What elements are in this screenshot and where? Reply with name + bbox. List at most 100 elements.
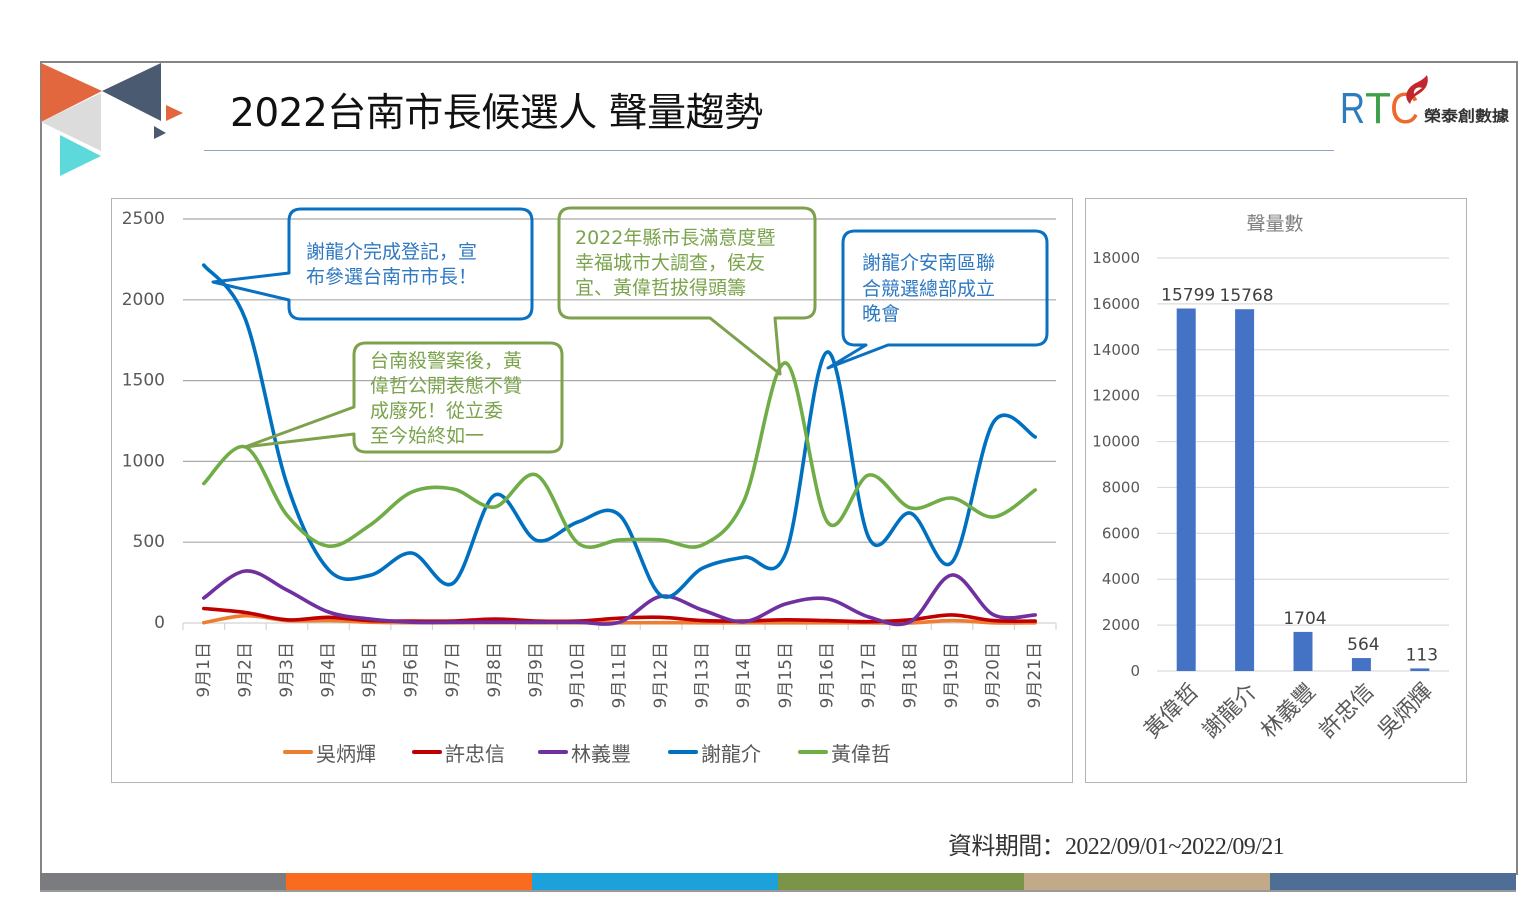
legend-swatch [283, 750, 313, 754]
x-tick-label: 9月5日 [360, 642, 380, 698]
legend-swatch [668, 750, 698, 754]
slide-frame [40, 61, 1518, 875]
bottom-bar-segment [532, 873, 778, 890]
bar-chart-title: 聲量數 [1246, 213, 1303, 235]
callout-text-line: 合競選總部成立 [862, 278, 995, 300]
legend-swatch [538, 750, 568, 754]
x-tick-label: 許忠信 [1315, 679, 1379, 743]
callout-text-line: 謝龍介安南區聯 [862, 252, 995, 274]
x-tick-label: 9月18日 [901, 642, 921, 708]
callout-text-line: 成廢死！從立委 [370, 400, 503, 422]
callout-text-line: 幸福城市大調查，侯友 [575, 252, 765, 274]
x-tick-label: 9月8日 [485, 642, 505, 698]
bar-chart: 聲量數 0 2000 4000 6000 8000 10000 12000 14000 1600… [1092, 213, 1449, 744]
legend-item: 林義豐 [538, 739, 631, 766]
y-tick-label: 0 [154, 613, 165, 633]
logo-company-name: 榮泰創數據 [1424, 107, 1510, 125]
x-tick-label: 9月14日 [734, 642, 754, 708]
x-tick-label: 謝龍介 [1198, 679, 1262, 743]
y-tick-label: 1000 [122, 451, 165, 471]
legend-item: 吳炳輝 [283, 739, 376, 766]
x-tick-label: 吳炳輝 [1373, 679, 1437, 743]
annotation-callout: 台南殺警案後，黃 偉哲公開表態不贊 成廢死！從立委 至今始終如一 [243, 341, 564, 454]
callout-text-line: 至今始終如一 [370, 425, 484, 447]
series-line [202, 263, 1037, 599]
legend-item: 許忠信 [412, 739, 505, 766]
logo-letter-r: R [1340, 84, 1365, 133]
x-tick-label: 9月2日 [235, 642, 255, 698]
y-tick-label: 1500 [122, 371, 165, 391]
bottom-bar-segment [1270, 873, 1516, 890]
bar-data-label: 564 [1347, 635, 1379, 655]
line-chart-frame [111, 198, 1073, 783]
legend-swatch [412, 750, 442, 754]
line-chart: 0 500 1000 1500 2000 2500 9月1日 9月2日 9月3日 9月4日 9月5日… [122, 209, 1057, 708]
bar [1293, 631, 1313, 671]
legend-item: 謝龍介 [668, 739, 761, 766]
series-line [202, 361, 1037, 549]
y-tick-label: 12000 [1092, 387, 1140, 405]
y-tick-label: 500 [133, 532, 165, 552]
x-tick-label: 9月10日 [568, 642, 588, 708]
y-tick-label: 2000 [1102, 616, 1140, 634]
callout-bubble [826, 229, 1049, 370]
callout-text-line: 晚會 [862, 303, 900, 325]
annotation-callout: 謝龍介安南區聯 合競選總部成立 晚會 [826, 229, 1049, 370]
callout-text-line: 偉哲公開表態不贊 [370, 375, 522, 397]
legend-label: 黃偉哲 [831, 741, 891, 766]
annotation-callout: 2022年縣市長滿意度暨 幸福城市大調查，侯友 宜、黃偉哲拔得頭籌 [557, 206, 817, 376]
x-tick-label: 9月9日 [526, 642, 546, 698]
data-period-label: 資料期間：2022/09/01~2022/09/21 [948, 834, 1285, 860]
y-tick-label: 8000 [1102, 478, 1140, 496]
y-tick-label: 18000 [1092, 249, 1140, 267]
series-line [202, 606, 1037, 624]
y-tick-label: 14000 [1092, 341, 1140, 359]
x-tick-label: 9月19日 [942, 642, 962, 708]
bar-chart-frame [1085, 198, 1467, 783]
legend-label: 吳炳輝 [316, 741, 376, 766]
y-tick-label: 2500 [122, 209, 165, 229]
x-tick-label: 9月16日 [817, 642, 837, 708]
x-tick-label: 9月21日 [1025, 642, 1045, 708]
legend-swatch [798, 750, 828, 754]
bar-data-label: 15768 [1220, 286, 1274, 306]
triangle-navy-icon [102, 63, 161, 121]
callout-bubble [243, 341, 564, 454]
legend-item: 黃偉哲 [798, 739, 891, 766]
title-divider [204, 150, 1334, 151]
callout-bubble [557, 206, 817, 376]
legend-label: 謝龍介 [701, 741, 761, 766]
bottom-color-bar [40, 873, 1516, 892]
y-tick-label: 16000 [1092, 295, 1140, 313]
x-tick-label: 9月4日 [319, 642, 339, 698]
flame-highlight-icon [1413, 87, 1422, 94]
bar-data-label: 1704 [1283, 609, 1326, 629]
annotation-callout: 謝龍介完成登記，宣 布參選台南市市長！ [211, 207, 534, 321]
x-tick-label: 9月17日 [859, 642, 879, 708]
legend-label: 許忠信 [445, 741, 505, 766]
bottom-bar-segment [1024, 873, 1270, 890]
x-tick-label: 9月11日 [610, 642, 630, 708]
y-tick-label: 4000 [1102, 570, 1140, 588]
bottom-bar-segment [778, 873, 1024, 890]
y-tick-label: 10000 [1092, 433, 1140, 451]
small-triangle-navy-icon [154, 126, 166, 139]
x-tick-label: 9月15日 [776, 642, 796, 708]
x-tick-label: 9月13日 [693, 642, 713, 708]
page-title: 2022台南市長候選人 聲量趨勢 [230, 91, 763, 136]
x-tick-label: 9月7日 [443, 642, 463, 698]
bar-data-label: 113 [1406, 645, 1438, 665]
x-tick-label: 9月3日 [277, 642, 297, 698]
bar [1176, 308, 1196, 671]
triangle-orange-icon [41, 63, 102, 122]
y-tick-label: 2000 [122, 290, 165, 310]
x-tick-label: 林義豐 [1256, 679, 1320, 743]
x-tick-label: 黃偉哲 [1140, 679, 1204, 743]
bottom-bar-segment [40, 873, 286, 890]
series-line [202, 569, 1037, 627]
bar [1235, 309, 1255, 671]
callout-text-line: 謝龍介完成登記，宣 [306, 241, 477, 263]
